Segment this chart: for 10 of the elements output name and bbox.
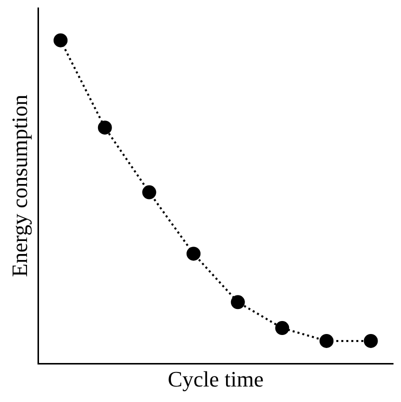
point <box>186 246 201 261</box>
x-axis-title: Cycle time <box>168 366 264 392</box>
point <box>98 120 112 135</box>
point <box>275 321 290 336</box>
point <box>230 295 245 310</box>
point <box>364 334 378 348</box>
point <box>142 185 156 200</box>
point <box>320 334 334 348</box>
y-axis-title: Energy consumption <box>6 94 32 277</box>
point <box>54 33 68 48</box>
